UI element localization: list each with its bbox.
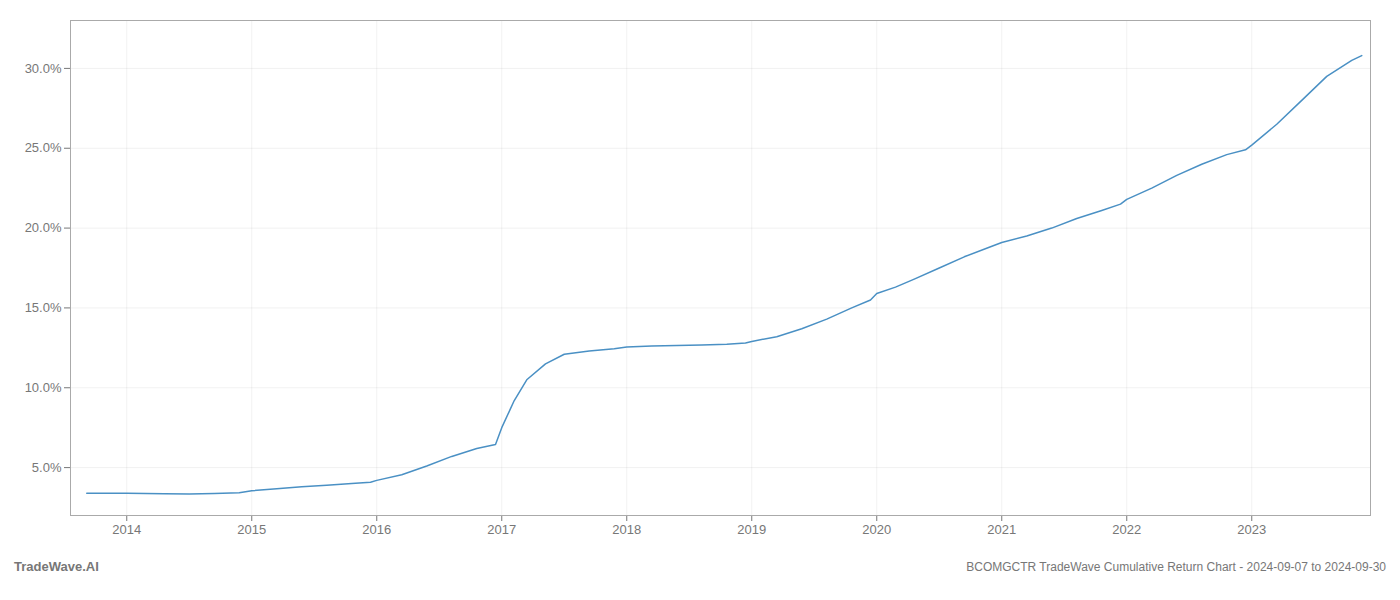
svg-text:2015: 2015 bbox=[237, 522, 266, 537]
svg-text:25.0%: 25.0% bbox=[25, 140, 62, 155]
svg-text:2022: 2022 bbox=[1112, 522, 1141, 537]
svg-text:2017: 2017 bbox=[487, 522, 516, 537]
svg-text:2018: 2018 bbox=[612, 522, 641, 537]
svg-text:2016: 2016 bbox=[362, 522, 391, 537]
svg-text:2021: 2021 bbox=[987, 522, 1016, 537]
html-text:BCOMGCTR TradeWave Cumulative: BCOMGCTR TradeWave Cumulative Return Cha… bbox=[966, 560, 1386, 574]
svg-text:2023: 2023 bbox=[1237, 522, 1266, 537]
svg-text:20.0%: 20.0% bbox=[25, 220, 62, 235]
svg-text:10.0%: 10.0% bbox=[25, 380, 62, 395]
svg-text:2020: 2020 bbox=[862, 522, 891, 537]
svg-text:5.0%: 5.0% bbox=[32, 460, 62, 475]
svg-text:30.0%: 30.0% bbox=[25, 61, 62, 76]
svg-text:2014: 2014 bbox=[112, 522, 141, 537]
html-text:TradeWave.AI: TradeWave.AI bbox=[14, 559, 99, 574]
svg-text:2019: 2019 bbox=[737, 522, 766, 537]
svg-text:15.0%: 15.0% bbox=[25, 300, 62, 315]
